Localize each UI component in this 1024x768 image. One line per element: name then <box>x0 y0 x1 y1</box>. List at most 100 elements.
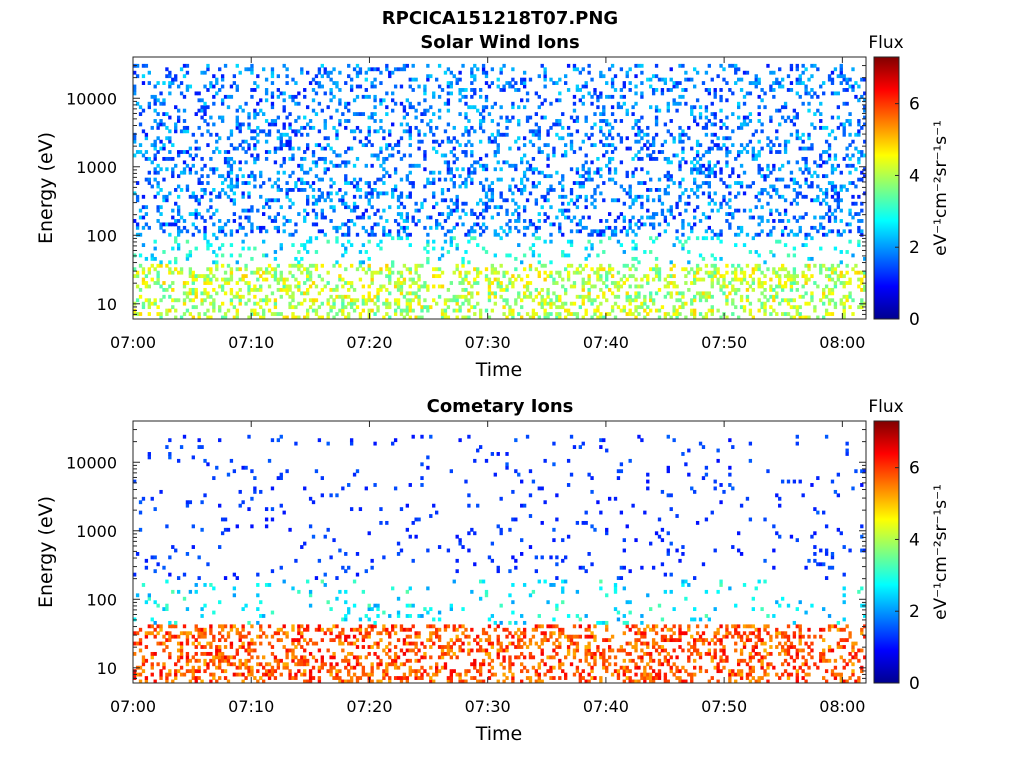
heatmap-cell <box>247 112 251 117</box>
heatmap-cell <box>663 81 668 85</box>
heatmap-cell <box>666 312 670 316</box>
heatmap-cell <box>660 143 665 148</box>
heatmap-cell <box>250 308 254 313</box>
heatmap-cell <box>174 669 178 674</box>
heatmap-cell <box>376 222 380 227</box>
heatmap-cell <box>144 634 149 639</box>
heatmap-cell <box>405 236 410 241</box>
heatmap-cell <box>464 94 468 99</box>
heatmap-cell <box>176 84 181 89</box>
heatmap-cell <box>352 184 357 189</box>
heatmap-cell <box>291 676 295 680</box>
heatmap-cell <box>766 191 770 196</box>
heatmap-cell <box>303 156 307 161</box>
heatmap-cell <box>162 648 166 653</box>
heatmap-cell <box>693 298 697 303</box>
heatmap-cell <box>423 91 427 96</box>
heatmap-cell <box>681 219 685 223</box>
heatmap-cell <box>432 146 436 151</box>
heatmap-cell <box>684 281 688 285</box>
heatmap-cell <box>247 620 251 625</box>
heatmap-cell <box>367 184 371 189</box>
heatmap-cell <box>138 679 143 684</box>
heatmap-cell <box>323 232 327 237</box>
heatmap-cell <box>156 205 160 210</box>
heatmap-cell <box>511 101 515 106</box>
heatmap-cell <box>244 281 248 285</box>
heatmap-cell <box>684 101 688 106</box>
heatmap-cell <box>467 239 471 244</box>
heatmap-cell <box>496 160 500 165</box>
heatmap-cell <box>156 112 160 117</box>
heatmap-cell <box>607 270 612 275</box>
heatmap-cell <box>279 565 283 570</box>
heatmap-cell <box>168 455 172 460</box>
heatmap-cell <box>455 308 459 313</box>
figure-title: RPCICA151218T07.PNG <box>382 8 618 29</box>
heatmap-cell <box>150 301 154 306</box>
heatmap-cell <box>285 277 289 282</box>
heatmap-cell <box>610 198 615 203</box>
heatmap-cell <box>558 98 562 103</box>
heatmap-cell <box>558 274 562 279</box>
heatmap-cell <box>566 208 571 213</box>
heatmap-cell <box>745 298 750 303</box>
heatmap-cell <box>361 260 366 265</box>
heatmap-cell <box>783 198 788 203</box>
heatmap-cell <box>572 312 577 316</box>
heatmap-cell <box>693 84 697 89</box>
heatmap-cell <box>690 160 694 165</box>
heatmap-cell <box>693 177 697 182</box>
colorbar-tick-label: 2 <box>909 238 920 258</box>
heatmap-cell <box>528 294 533 299</box>
heatmap-cell <box>329 77 333 82</box>
heatmap-cell <box>657 198 662 203</box>
heatmap-cell <box>807 108 811 113</box>
heatmap-cell <box>209 651 213 656</box>
heatmap-cell <box>566 125 571 130</box>
heatmap-cell <box>165 603 169 608</box>
heatmap-cell <box>218 305 222 310</box>
heatmap-cell <box>575 198 580 203</box>
heatmap-cell <box>191 270 195 275</box>
heatmap-cell <box>147 624 151 629</box>
heatmap-cell <box>564 150 568 154</box>
heatmap-cell <box>634 198 638 203</box>
heatmap-cell <box>657 287 662 292</box>
heatmap-cell <box>144 298 149 303</box>
heatmap-cell <box>179 665 184 670</box>
heatmap-cell <box>543 174 547 179</box>
heatmap-cell <box>355 112 360 117</box>
heatmap-cell <box>490 270 495 275</box>
heatmap-cell <box>669 88 673 92</box>
heatmap-cell <box>819 201 823 206</box>
heatmap-cell <box>259 108 263 113</box>
heatmap-cell <box>347 74 351 79</box>
heatmap-cell <box>262 679 266 684</box>
heatmap-cell <box>215 665 219 670</box>
heatmap-cell <box>264 132 269 137</box>
heatmap-cell <box>819 156 823 161</box>
heatmap-cell <box>235 108 239 113</box>
heatmap-cell <box>376 243 380 248</box>
heatmap-cell <box>253 486 257 491</box>
heatmap-cell <box>250 469 254 474</box>
heatmap-cell <box>786 301 791 306</box>
heatmap-cell <box>317 274 322 279</box>
heatmap-cell <box>607 94 612 99</box>
heatmap-cell <box>666 284 670 289</box>
heatmap-cell <box>543 77 547 82</box>
heatmap-cell <box>176 658 181 663</box>
heatmap-cell <box>857 194 861 199</box>
heatmap-cell <box>511 115 515 120</box>
heatmap-cell <box>399 194 404 199</box>
heatmap-cell <box>212 586 216 591</box>
heatmap-cell <box>276 115 280 120</box>
heatmap-cell <box>698 267 703 272</box>
heatmap-cell <box>241 465 245 470</box>
heatmap-cell <box>144 645 149 649</box>
heatmap-cell <box>452 174 456 179</box>
heatmap-cell <box>499 177 503 182</box>
heatmap-cell <box>822 215 826 220</box>
heatmap-cell <box>546 274 550 279</box>
